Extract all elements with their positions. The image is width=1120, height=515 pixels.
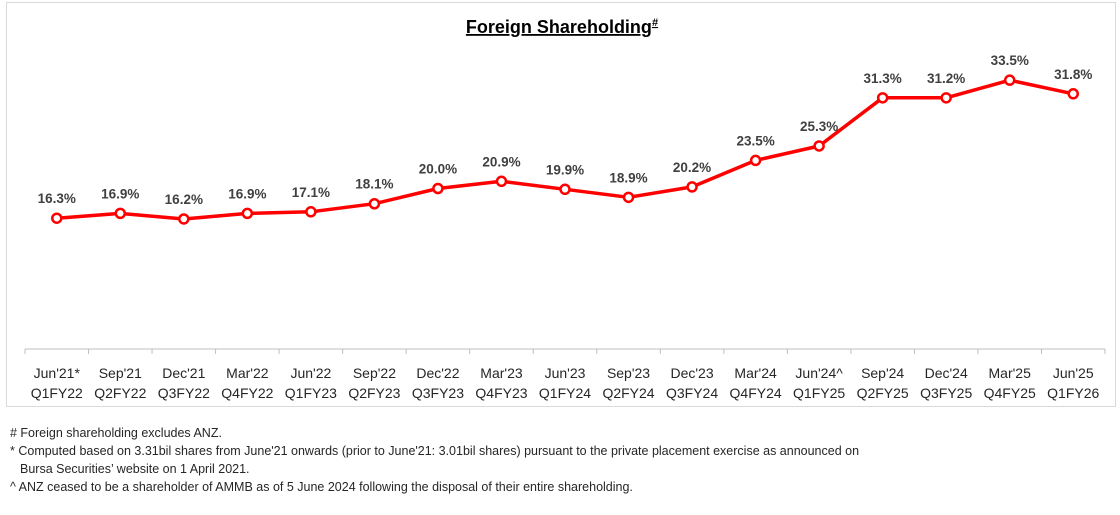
data-labels: 16.3% 16.9% 16.2% 16.9% 17.1% 18.1% 20.0% 20.9%… [38,53,1093,207]
x-tick-label-quarter: Q4FY22 [221,385,273,401]
x-tick-label-month: Mar'23 [480,365,523,381]
data-label: 18.9% [609,170,647,185]
x-tick-label-quarter: Q4FY25 [984,385,1036,401]
x-tick-label-quarter: Q2FY25 [857,385,909,401]
data-label: 20.2% [673,160,711,175]
data-label: 17.1% [292,185,330,200]
x-tick-label-quarter: Q4FY24 [730,385,782,401]
data-point-marker [305,206,317,218]
data-label: 20.9% [482,154,520,169]
x-tick-label-month: Jun'25 [1053,365,1094,381]
footnote-hash: # Foreign shareholding excludes ANZ. [10,426,222,440]
data-label: 19.9% [546,162,584,177]
x-tick-label-month: Dec'23 [670,365,713,381]
x-tick-label-quarter: Q3FY25 [920,385,972,401]
data-point-marker [495,175,508,188]
x-tick-label-quarter: Q1FY24 [539,385,591,401]
x-tick-label-month: Mar'25 [989,365,1032,381]
x-tick-label-quarter: Q3FY22 [158,385,210,401]
data-label: 23.5% [736,133,774,148]
data-point-marker [813,140,825,152]
data-point-marker [1003,74,1016,86]
data-label: 31.2% [927,71,965,86]
x-tick-label-quarter: Q1FY26 [1047,385,1099,401]
data-point-marker [622,191,635,204]
x-tick-label-month: Sep'23 [607,365,650,381]
x-tick-label-month: Sep'24 [861,365,904,381]
data-label: 31.3% [864,71,902,86]
x-tick-label-month: Mar'24 [734,365,777,381]
x-tick-label-quarter: Q1FY22 [31,385,83,401]
series-markers [51,74,1079,225]
x-tick-label-month: Sep'22 [353,365,396,381]
footnotes: # Foreign shareholding excludes ANZ. * C… [10,424,1110,496]
footnote-caret: ^ ANZ ceased to be a shareholder of AMMB… [10,480,633,494]
data-label: 16.2% [165,192,203,207]
data-point-marker [686,181,698,193]
x-tick-label-month: Jun'24^ [795,365,843,381]
data-point-marker [241,207,254,220]
data-label: 20.0% [419,162,457,177]
x-axis-ticks [24,349,1106,354]
x-tick-label-month: Dec'24 [925,365,968,381]
x-tick-label-quarter: Q1FY25 [793,385,845,401]
footnote-asterisk-continued: Bursa Securities’ website on 1 April 202… [20,462,250,476]
chart-title-superscript: # [652,17,658,29]
data-point-marker [178,213,190,225]
x-tick-label-quarter: Q1FY23 [285,385,337,401]
x-tick-label-quarter: Q4FY23 [475,385,527,401]
data-label: 18.1% [355,177,393,192]
x-tick-label-month: Sep'21 [99,365,142,381]
x-tick-label-month: Jun'23 [545,365,586,381]
data-label: 31.8% [1054,67,1092,82]
data-point-marker [1067,88,1079,100]
x-tick-label-month: Dec'21 [162,365,205,381]
data-point-marker [432,182,444,195]
foreign-shareholding-line-chart: Foreign Shareholding# 16.3% 16.9% 16.2% 16.… [24,17,1106,401]
series-line [56,78,1074,221]
footnote-asterisk: * Computed based on 3.31bil shares from … [10,444,860,458]
data-point-marker [368,197,381,210]
data-label: 16.3% [38,191,76,206]
x-tick-label-quarter: Q2FY23 [348,385,400,401]
x-axis-labels: Jun'21* Q1FY22 Sep'21 Q2FY22 Dec'21 Q3FY22 Mar… [31,365,1100,401]
data-point-marker [940,92,952,104]
x-tick-label-quarter: Q3FY23 [412,385,464,401]
x-tick-label-month: Mar'22 [226,365,269,381]
x-tick-label-quarter: Q2FY22 [94,385,146,401]
data-point-marker [114,207,127,220]
x-tick-label-month: Jun'22 [290,365,331,381]
chart-area: Foreign Shareholding# 16.3% 16.9% 16.2% 16.… [6,2,1116,407]
chart-title-text: Foreign Shareholding [466,17,652,37]
x-tick-label-month: Jun'21* [34,365,81,381]
data-point-marker [749,154,762,167]
x-tick-label-quarter: Q3FY24 [666,385,718,401]
data-label: 25.3% [800,119,838,134]
data-label: 16.9% [101,186,139,201]
x-tick-label-quarter: Q2FY24 [602,385,654,401]
data-point-marker [51,212,63,224]
data-point-marker [876,92,889,104]
chart-title: Foreign Shareholding# [466,17,658,37]
data-point-marker [559,183,571,196]
x-tick-label-month: Dec'22 [416,365,459,381]
data-label: 33.5% [991,53,1029,68]
data-label: 16.9% [228,186,266,201]
